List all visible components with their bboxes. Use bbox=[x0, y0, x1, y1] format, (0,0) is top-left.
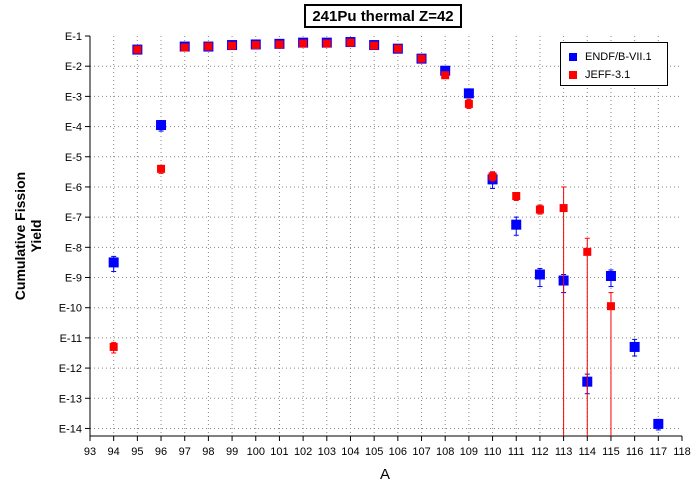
x-tick-label: 112 bbox=[531, 446, 549, 458]
y-tick-label: E-2 bbox=[65, 61, 82, 73]
x-tick-label: 106 bbox=[389, 446, 407, 458]
y-tick-label: E-3 bbox=[65, 91, 82, 103]
jeff-point bbox=[488, 172, 497, 181]
endf-point bbox=[156, 120, 167, 131]
endf-point bbox=[463, 88, 474, 99]
jeff-point bbox=[228, 41, 237, 50]
endf-point bbox=[653, 418, 664, 429]
jeff-point bbox=[180, 43, 189, 52]
y-tick-label: E-7 bbox=[65, 212, 82, 224]
x-tick-label: 104 bbox=[341, 446, 359, 458]
legend-label-jeff: JEFF-3.1 bbox=[585, 69, 631, 81]
x-tick-label: 117 bbox=[650, 446, 668, 458]
endf-point bbox=[629, 341, 640, 352]
y-tick-label: E-1 bbox=[65, 31, 82, 43]
jeff-point bbox=[606, 302, 615, 311]
x-tick-label: 118 bbox=[673, 446, 691, 458]
x-tick-label: 113 bbox=[555, 446, 573, 458]
x-tick-label: 94 bbox=[108, 446, 120, 458]
endf-point bbox=[511, 219, 522, 230]
endf-point bbox=[605, 271, 616, 281]
jeff-point bbox=[464, 99, 473, 108]
jeff-point bbox=[204, 42, 213, 51]
y-tick-label: E-14 bbox=[59, 423, 82, 435]
jeff-point bbox=[251, 41, 260, 50]
legend-swatch-endf bbox=[569, 53, 577, 61]
endf-point bbox=[108, 257, 119, 268]
x-tick-label: 103 bbox=[318, 446, 336, 458]
x-tick-label: 105 bbox=[365, 446, 383, 458]
jeff-point bbox=[417, 54, 426, 63]
jeff-point bbox=[109, 342, 118, 351]
x-tick-label: 109 bbox=[460, 446, 478, 458]
x-tick-label: 93 bbox=[84, 446, 96, 458]
jeff-point bbox=[512, 192, 521, 200]
x-tick-label: 99 bbox=[226, 446, 238, 458]
jeff-point bbox=[346, 38, 355, 47]
legend-label-endf: ENDF/B-VII.1 bbox=[585, 51, 652, 63]
y-tick-label: E-5 bbox=[65, 152, 82, 164]
plot-area bbox=[90, 36, 682, 436]
jeff-point bbox=[583, 247, 592, 256]
jeff-point bbox=[559, 204, 568, 213]
jeff-point bbox=[275, 40, 284, 49]
jeff-point bbox=[133, 45, 142, 54]
jeff-point bbox=[535, 205, 544, 214]
x-tick-label: 107 bbox=[412, 446, 430, 458]
x-tick-label: 96 bbox=[155, 446, 167, 458]
y-tick-label: E-13 bbox=[59, 393, 82, 405]
x-tick-label: 97 bbox=[179, 446, 191, 458]
x-tick-label: 110 bbox=[484, 446, 502, 458]
chart-title: 241Pu thermal Z=42 bbox=[304, 4, 462, 28]
jeff-point bbox=[322, 39, 331, 48]
x-tick-label: 111 bbox=[508, 446, 525, 458]
x-tick-label: 114 bbox=[579, 446, 597, 458]
legend-swatch-jeff bbox=[569, 71, 577, 79]
y-tick-label: E-12 bbox=[59, 363, 82, 375]
jeff-point bbox=[441, 71, 450, 80]
legend: ENDF/B-VII.1 JEFF-3.1 bbox=[560, 42, 668, 86]
x-tick-label: 116 bbox=[626, 446, 644, 458]
x-tick-label: 100 bbox=[247, 446, 265, 458]
jeff-point bbox=[157, 164, 166, 173]
x-tick-label: 102 bbox=[294, 446, 312, 458]
x-tick-label: 101 bbox=[270, 446, 288, 458]
jeff-point bbox=[299, 39, 308, 48]
x-tick-label: 95 bbox=[131, 446, 143, 458]
x-axis-label: A bbox=[379, 466, 390, 483]
y-tick-label: E-10 bbox=[59, 303, 82, 315]
y-tick-label: E-11 bbox=[60, 333, 82, 345]
legend-item-endf: ENDF/B-VII.1 bbox=[569, 50, 652, 64]
endf-point bbox=[534, 269, 545, 280]
y-axis-label: Cumulative Fission Yield bbox=[12, 171, 44, 301]
x-tick-label: 108 bbox=[436, 446, 454, 458]
legend-item-jeff: JEFF-3.1 bbox=[569, 68, 630, 82]
jeff-point bbox=[370, 41, 379, 50]
y-tick-label: E-8 bbox=[65, 242, 82, 254]
y-tick-label: E-4 bbox=[65, 122, 82, 134]
jeff-point bbox=[393, 44, 402, 53]
x-tick-label: 98 bbox=[202, 446, 214, 458]
x-tick-label: 115 bbox=[602, 446, 620, 458]
y-tick-label: E-6 bbox=[65, 182, 82, 194]
y-tick-label: E-9 bbox=[65, 273, 82, 285]
